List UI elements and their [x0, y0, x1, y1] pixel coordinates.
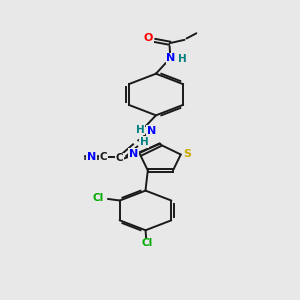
Text: N: N [166, 53, 176, 64]
Text: N: N [147, 126, 156, 136]
Text: N: N [87, 152, 96, 162]
Text: N: N [129, 149, 138, 159]
Text: Cl: Cl [92, 193, 104, 203]
Text: Cl: Cl [142, 238, 153, 248]
Text: C: C [116, 153, 123, 163]
Text: H: H [178, 54, 187, 64]
Text: H: H [140, 137, 148, 147]
Text: O: O [143, 33, 153, 43]
Text: H: H [136, 124, 144, 135]
Text: C: C [100, 152, 107, 162]
Text: S: S [183, 148, 191, 158]
